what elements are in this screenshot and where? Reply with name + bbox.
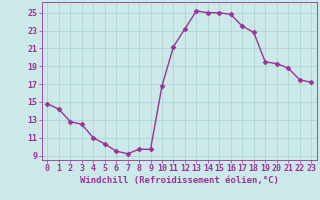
X-axis label: Windchill (Refroidissement éolien,°C): Windchill (Refroidissement éolien,°C)	[80, 176, 279, 185]
